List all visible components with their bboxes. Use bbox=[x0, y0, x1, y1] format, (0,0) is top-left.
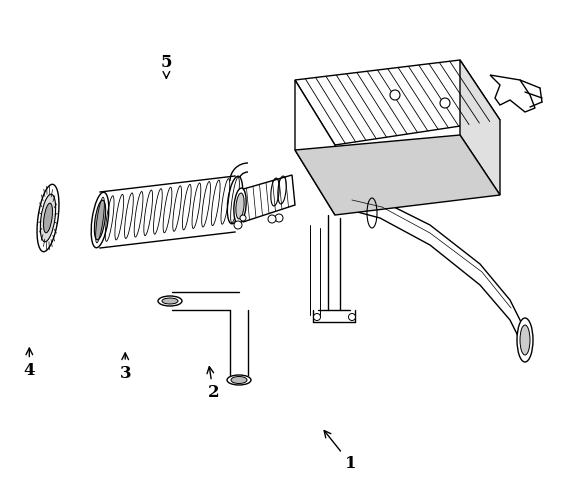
Text: 5: 5 bbox=[161, 55, 172, 78]
Circle shape bbox=[440, 98, 450, 108]
Ellipse shape bbox=[517, 318, 533, 362]
Ellipse shape bbox=[91, 192, 109, 248]
Ellipse shape bbox=[227, 375, 251, 385]
Polygon shape bbox=[248, 292, 266, 310]
Text: 1: 1 bbox=[324, 431, 356, 472]
Circle shape bbox=[349, 313, 355, 321]
Circle shape bbox=[275, 214, 283, 222]
Ellipse shape bbox=[37, 184, 59, 252]
Polygon shape bbox=[295, 80, 335, 215]
Circle shape bbox=[390, 90, 400, 100]
Circle shape bbox=[314, 313, 320, 321]
Text: 4: 4 bbox=[24, 348, 35, 379]
Circle shape bbox=[268, 215, 276, 223]
Ellipse shape bbox=[43, 203, 52, 233]
Ellipse shape bbox=[158, 296, 182, 306]
Polygon shape bbox=[295, 60, 500, 145]
Polygon shape bbox=[490, 75, 535, 112]
Polygon shape bbox=[460, 60, 500, 195]
Ellipse shape bbox=[40, 194, 56, 242]
Text: 3: 3 bbox=[120, 353, 131, 382]
Ellipse shape bbox=[162, 298, 178, 304]
Polygon shape bbox=[295, 135, 500, 215]
Ellipse shape bbox=[234, 188, 246, 224]
Circle shape bbox=[240, 215, 246, 221]
Ellipse shape bbox=[94, 200, 105, 240]
Ellipse shape bbox=[520, 325, 530, 355]
Circle shape bbox=[234, 221, 242, 229]
Ellipse shape bbox=[236, 193, 244, 219]
Polygon shape bbox=[240, 175, 295, 222]
Ellipse shape bbox=[227, 176, 243, 224]
Text: 2: 2 bbox=[207, 367, 219, 401]
Ellipse shape bbox=[231, 377, 247, 383]
